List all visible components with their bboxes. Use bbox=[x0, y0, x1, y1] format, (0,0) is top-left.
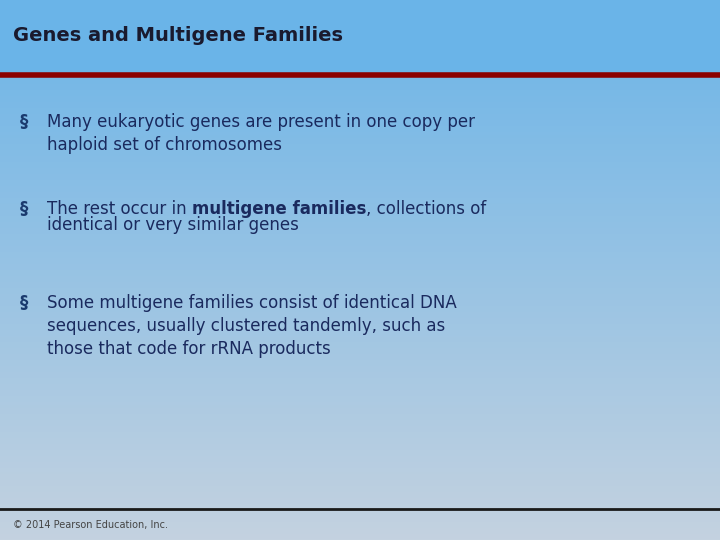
Text: , collections of: , collections of bbox=[366, 200, 486, 218]
Text: §: § bbox=[20, 113, 29, 131]
Text: Many eukaryotic genes are present in one copy per
haploid set of chromosomes: Many eukaryotic genes are present in one… bbox=[47, 113, 474, 154]
Text: Genes and Multigene Families: Genes and Multigene Families bbox=[13, 25, 343, 45]
Text: multigene families: multigene families bbox=[192, 200, 366, 218]
Text: §: § bbox=[20, 294, 29, 312]
FancyBboxPatch shape bbox=[0, 0, 720, 75]
Text: identical or very similar genes: identical or very similar genes bbox=[47, 216, 299, 234]
Text: §: § bbox=[20, 200, 29, 218]
Text: Some multigene families consist of identical DNA
sequences, usually clustered ta: Some multigene families consist of ident… bbox=[47, 294, 456, 358]
Text: The rest occur in: The rest occur in bbox=[47, 200, 192, 218]
Text: © 2014 Pearson Education, Inc.: © 2014 Pearson Education, Inc. bbox=[13, 520, 168, 530]
